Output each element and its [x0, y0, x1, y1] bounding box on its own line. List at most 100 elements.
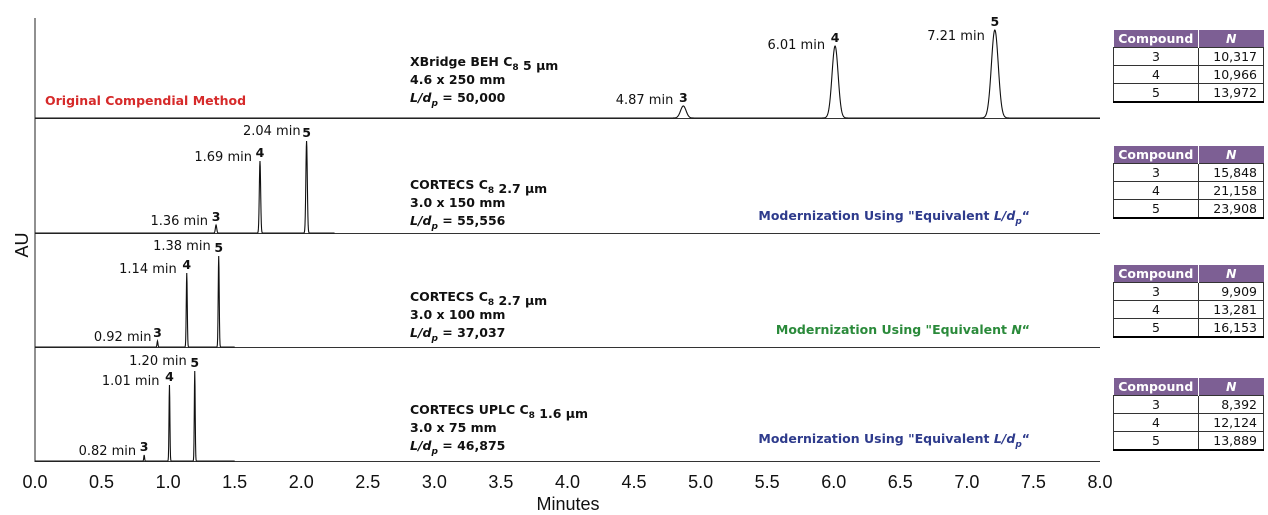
retention-time-label: 1.01 min [102, 374, 160, 389]
retention-time-label: 0.82 min [79, 444, 137, 459]
peak-number: 3 [153, 325, 162, 340]
retention-time-label: 1.69 min [194, 150, 252, 165]
peak-number: 3 [679, 90, 688, 105]
x-tick-label: 7.5 [1021, 472, 1046, 492]
peak-number: 4 [182, 257, 191, 272]
compound-cell: 5 [1113, 199, 1199, 219]
compound-header: Compound [1113, 378, 1199, 396]
peak-number: 4 [256, 145, 265, 160]
x-tick-labels: 0.0 0.5 1.0 1.5 2.0 2.5 3.0 3.5 4.0 4.5 5.0 5.5 6.0 6… [22, 472, 1112, 492]
column-name: CORTECS C8 2.7 µm [410, 289, 547, 308]
retention-time-label: 2.04 min [243, 124, 301, 139]
plate-count-cell: 13,281 [1198, 300, 1264, 319]
n-header: N [1198, 378, 1264, 396]
x-tick-label: 4.5 [622, 472, 647, 492]
peak-number: 5 [190, 355, 199, 370]
table-row: 4 10,966 [1113, 65, 1264, 84]
x-axis-label: Minutes [536, 494, 599, 514]
l-dp-value: L/dp = 46,875 [410, 438, 505, 457]
plate-count-cell: 13,889 [1198, 431, 1264, 451]
n-header: N [1198, 30, 1264, 48]
l-dp-value: L/dp = 50,000 [410, 90, 506, 109]
peak-number: 3 [212, 209, 221, 224]
plate-count-table: Compound N 3 15,848 4 21,158 5 23,908 [1113, 146, 1264, 219]
plate-count-table: Compound N 3 8,392 4 12,124 5 13,889 [1113, 378, 1264, 451]
compound-cell: 5 [1113, 318, 1199, 338]
compound-cell: 3 [1113, 282, 1199, 301]
x-tick-label: 4.0 [555, 472, 580, 492]
column-name: CORTECS C8 2.7 µm [410, 177, 547, 196]
plate-count-cell: 23,908 [1198, 199, 1264, 219]
compound-cell: 3 [1113, 395, 1199, 414]
x-tick-label: 5.0 [688, 472, 713, 492]
table-row: 3 9,909 [1113, 282, 1264, 301]
l-dp-value: L/dp = 37,037 [410, 325, 505, 344]
x-tick-label: 6.5 [888, 472, 913, 492]
compound-cell: 3 [1113, 163, 1199, 182]
retention-time-label: 7.21 min [927, 29, 985, 44]
plate-count-cell: 10,317 [1198, 47, 1264, 66]
method-label: Modernization Using "Equivalent L/dp“ [758, 208, 1030, 227]
table-row: 5 16,153 [1113, 318, 1264, 338]
retention-time-label: 1.14 min [119, 262, 177, 277]
compound-cell: 3 [1113, 47, 1199, 66]
peak-number: 4 [831, 30, 840, 45]
n-header: N [1198, 265, 1264, 283]
plate-count-cell: 21,158 [1198, 181, 1264, 200]
method-label: Modernization Using "Equivalent L/dp“ [758, 431, 1030, 450]
column-dimensions: 3.0 x 75 mm [410, 420, 497, 435]
x-tick-label: 0.5 [89, 472, 114, 492]
peak-number: 4 [165, 369, 174, 384]
plate-count-cell: 16,153 [1198, 318, 1264, 338]
plate-count-cell: 9,909 [1198, 282, 1264, 301]
x-tick-label: 2.5 [355, 472, 380, 492]
compound-cell: 4 [1113, 181, 1199, 200]
column-name: XBridge BEH C8 5 µm [410, 54, 558, 73]
table-row: 3 15,848 [1113, 163, 1264, 182]
compound-cell: 4 [1113, 300, 1199, 319]
table-row: 4 21,158 [1113, 181, 1264, 200]
x-tick-label: 5.5 [755, 472, 780, 492]
retention-time-label: 1.38 min [153, 239, 211, 254]
x-tick-label: 6.0 [821, 472, 846, 492]
table-row: 3 10,317 [1113, 47, 1264, 66]
compound-header: Compound [1113, 265, 1199, 283]
x-tick-label: 2.0 [289, 472, 314, 492]
table-row: 5 23,908 [1113, 199, 1264, 219]
retention-time-label: 6.01 min [767, 38, 825, 53]
plate-count-table: Compound N 3 9,909 4 13,281 5 16,153 [1113, 265, 1264, 338]
table-row: 4 12,124 [1113, 413, 1264, 432]
n-header: N [1198, 146, 1264, 164]
table-row: 5 13,972 [1113, 83, 1264, 103]
x-tick-label: 1.0 [156, 472, 181, 492]
peak-number: 3 [140, 439, 149, 454]
peak-number: 5 [302, 125, 311, 140]
compound-cell: 4 [1113, 413, 1199, 432]
x-tick-label: 3.0 [422, 472, 447, 492]
y-axis-label: AU [12, 232, 32, 257]
method-label: Original Compendial Method [45, 93, 246, 108]
plate-count-cell: 8,392 [1198, 395, 1264, 414]
compound-cell: 5 [1113, 83, 1199, 103]
column-dimensions: 3.0 x 100 mm [410, 307, 505, 322]
table-row: 3 8,392 [1113, 395, 1264, 414]
retention-time-label: 0.92 min [94, 330, 152, 345]
retention-time-label: 1.36 min [150, 214, 208, 229]
compound-cell: 5 [1113, 431, 1199, 451]
plate-count-cell: 15,848 [1198, 163, 1264, 182]
retention-time-label: 4.87 min [616, 93, 674, 108]
column-dimensions: 3.0 x 150 mm [410, 195, 505, 210]
compound-header: Compound [1113, 146, 1199, 164]
table-row: 4 13,281 [1113, 300, 1264, 319]
x-tick-label: 0.0 [22, 472, 47, 492]
compound-header: Compound [1113, 30, 1199, 48]
chromatogram-trace [35, 140, 335, 234]
peak-number: 5 [990, 14, 999, 29]
chromatogram-trace [35, 29, 1100, 119]
plate-count-cell: 13,972 [1198, 83, 1264, 103]
plate-count-cell: 10,966 [1198, 65, 1264, 84]
x-tick-label: 1.5 [222, 472, 247, 492]
chromatogram-trace [35, 255, 235, 348]
method-label: Modernization Using "Equivalent N“ [776, 322, 1030, 337]
